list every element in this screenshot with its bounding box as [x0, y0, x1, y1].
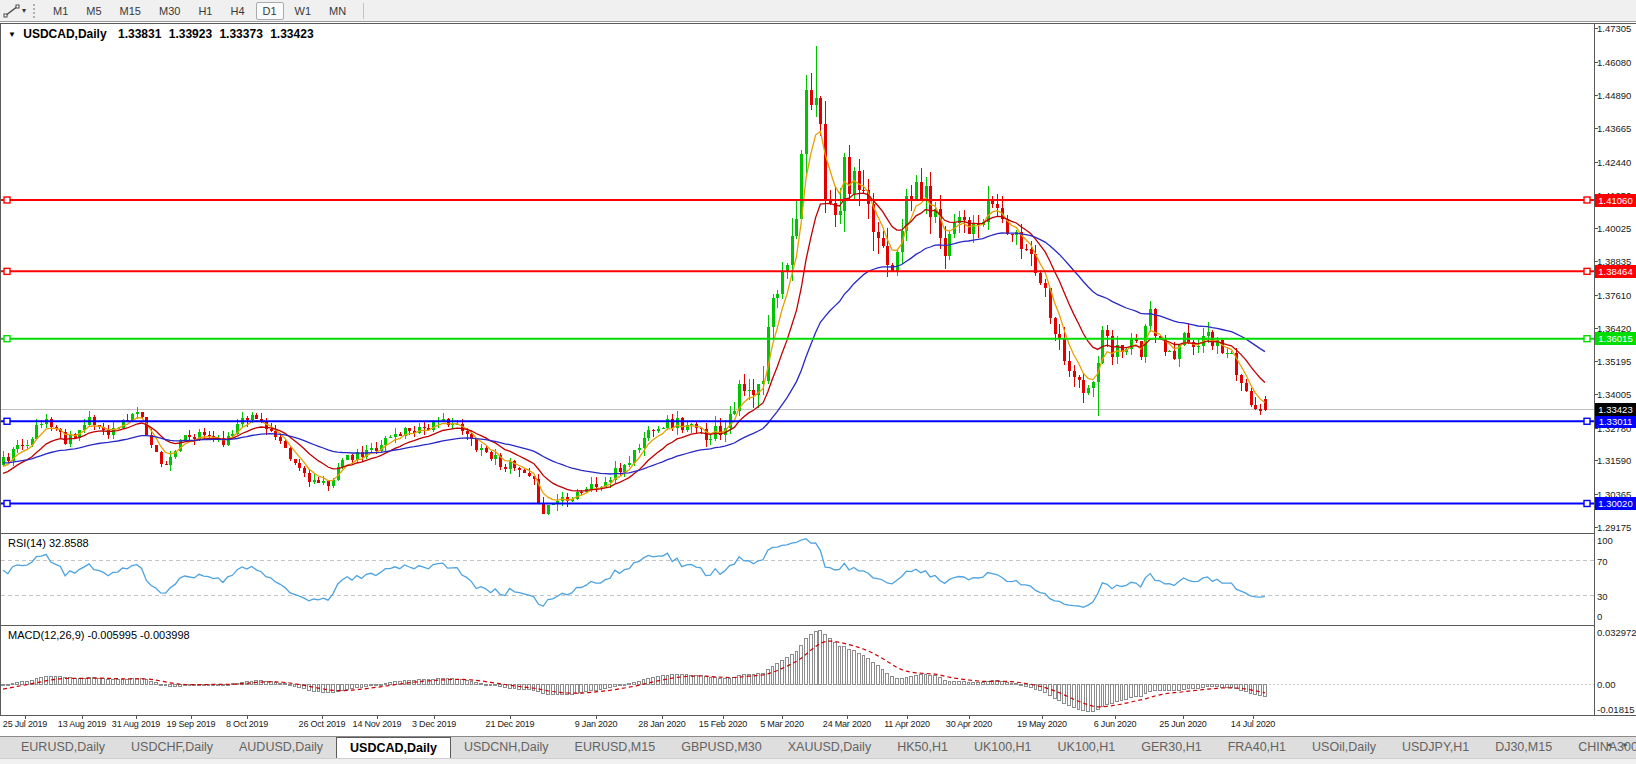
rsi-scale-label: 70	[1597, 556, 1608, 567]
price-scale-label: 1.44890	[1597, 90, 1631, 101]
hline-141060	[1, 197, 1594, 203]
price-scale-tick	[1594, 228, 1598, 229]
symbol-name: USDCAD,Daily	[23, 27, 106, 41]
symbol-caret-icon[interactable]: ▼	[8, 30, 16, 39]
rsi-line	[3, 539, 1265, 608]
price-tag-138464: 1.38464	[1595, 265, 1636, 278]
ma-fast-orange	[3, 131, 1265, 500]
price-scale-tick	[1594, 295, 1598, 296]
macd-scale-label: -0.01815	[1597, 704, 1635, 715]
candlestick-chart[interactable]	[0, 0, 1636, 764]
macd-indicator-label: MACD(12,26,9) -0.005995 -0.003998	[8, 629, 190, 641]
price-scale-label: 1.37610	[1597, 290, 1631, 301]
macd-signal-line	[3, 641, 1265, 707]
price-scale-label: 1.29175	[1597, 522, 1631, 533]
price-scale-label: 1.46080	[1597, 57, 1631, 68]
price-scale-tick	[1594, 62, 1598, 63]
hline-133011	[1, 418, 1594, 424]
open-value: 1.33831	[118, 27, 161, 41]
price-tag-141060: 1.41060	[1595, 194, 1636, 207]
hline-136015	[1, 336, 1594, 342]
macd-scale-label: 0.032972	[1597, 627, 1636, 638]
close-value: 1.33423	[270, 27, 313, 41]
ma-mid-red	[3, 193, 1265, 491]
price-scale-tick	[1594, 460, 1598, 461]
price-scale-tick	[1594, 28, 1598, 29]
price-scale-tick	[1594, 527, 1598, 528]
moving-averages-layer	[3, 131, 1265, 500]
rsi-scale-label: 0	[1597, 611, 1602, 622]
low-value: 1.33373	[219, 27, 262, 41]
hline-130020	[1, 500, 1594, 506]
price-scale-label: 1.47305	[1597, 23, 1631, 34]
candles-layer	[2, 46, 1267, 515]
price-scale-tick	[1594, 361, 1598, 362]
price-scale-tick	[1594, 394, 1598, 395]
price-scale-label: 1.43665	[1597, 123, 1631, 134]
current-price-tag: 1.33423	[1595, 403, 1636, 416]
symbol-ohlc-label: ▼ USDCAD,Daily 1.33831 1.33923 1.33373 1…	[8, 27, 318, 41]
high-value: 1.33923	[169, 27, 212, 41]
price-scale-label: 1.31590	[1597, 455, 1631, 466]
price-scale-tick	[1594, 261, 1598, 262]
price-scale-label: 1.40025	[1597, 223, 1631, 234]
macd-scale-label: 0.00	[1597, 679, 1616, 690]
ma-slow-blue	[3, 233, 1265, 474]
rsi-indicator-label: RSI(14) 32.8588	[8, 537, 89, 549]
price-scale-tick	[1594, 328, 1598, 329]
price-scale-label: 1.42440	[1597, 157, 1631, 168]
price-scale-tick	[1594, 162, 1598, 163]
price-tag-136015: 1.36015	[1595, 332, 1636, 345]
hline-138464	[1, 268, 1594, 274]
macd-histogram	[2, 631, 1267, 712]
price-tag-130020: 1.30020	[1595, 497, 1636, 510]
price-scale-tick	[1594, 95, 1598, 96]
rsi-scale-label: 100	[1597, 535, 1613, 546]
price-scale-label: 1.35195	[1597, 356, 1631, 367]
price-scale-label: 1.34005	[1597, 389, 1631, 400]
rsi-scale-label: 30	[1597, 591, 1608, 602]
price-scale-tick	[1594, 494, 1598, 495]
price-scale-tick	[1594, 128, 1598, 129]
price-tag-133011: 1.33011	[1595, 415, 1636, 428]
